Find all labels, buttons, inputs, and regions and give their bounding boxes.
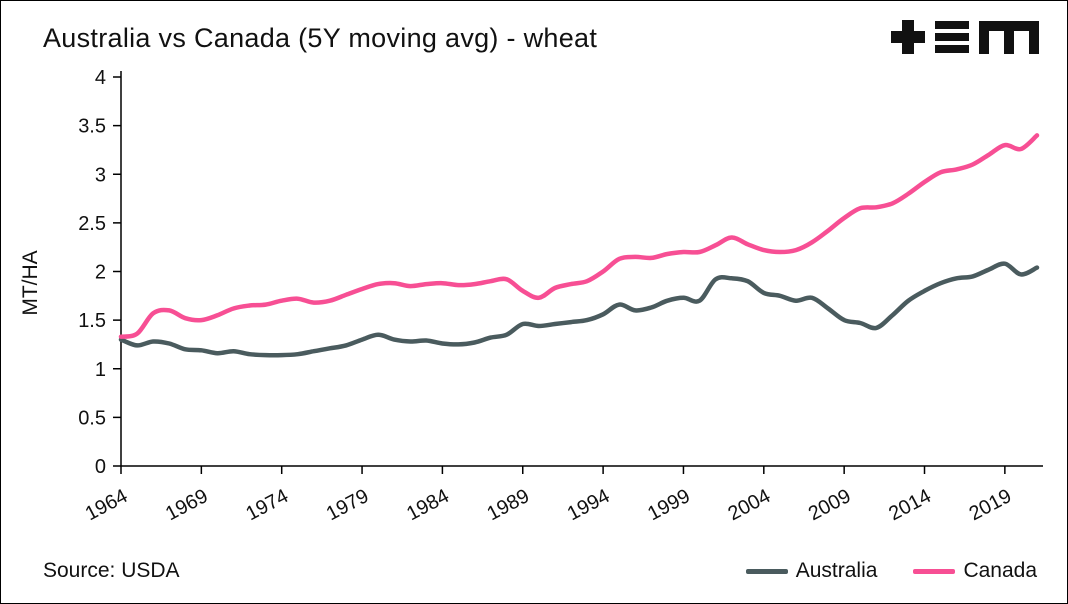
x-tick-label: 1979 <box>323 485 373 525</box>
x-tick-label: 2004 <box>725 485 775 525</box>
y-tick-label: 2 <box>95 262 106 284</box>
legend-item-australia: Australia <box>745 559 878 583</box>
x-tick-label: 1964 <box>82 485 132 525</box>
chart-title: Australia vs Canada (5Y moving avg) - wh… <box>43 23 598 53</box>
source-label: Source: USDA <box>43 559 180 582</box>
x-tick-label: 1989 <box>483 485 533 525</box>
x-tick-label: 1969 <box>162 485 212 525</box>
canada-line <box>118 133 1040 339</box>
x-tick-label: 2019 <box>966 485 1016 525</box>
legend-label-australia: Australia <box>795 559 878 582</box>
legend-label-canada: Canada <box>963 559 1037 582</box>
y-tick-label: 3.5 <box>78 116 106 138</box>
legend-swatch-australia <box>745 568 788 574</box>
y-tick-label: 2.5 <box>78 213 106 235</box>
y-tick-label: 0 <box>95 456 106 478</box>
y-axis-label: MT/HA <box>19 250 42 316</box>
y-tick-label: 0.5 <box>78 407 106 429</box>
legend-swatch-canada <box>913 568 956 574</box>
y-tick-label: 3 <box>95 164 106 186</box>
y-tick-label: 1.5 <box>78 310 106 332</box>
tem-logo-graphic <box>891 20 1039 54</box>
y-tick-label: 1 <box>95 359 106 381</box>
legend-item-canada: Canada <box>913 559 1037 583</box>
x-tick-label: 2014 <box>885 485 935 525</box>
y-tick-label: 4 <box>95 67 106 89</box>
x-tick-label: 1994 <box>564 485 614 525</box>
x-tick-label: 1999 <box>644 485 694 525</box>
tem-logo <box>891 15 1041 59</box>
x-tick-label: 2009 <box>805 485 855 525</box>
x-tick-label: 1984 <box>403 485 453 525</box>
australia-line <box>118 261 1040 358</box>
x-tick-label: 1974 <box>242 485 292 525</box>
legend: Australia Canada <box>745 559 1037 583</box>
